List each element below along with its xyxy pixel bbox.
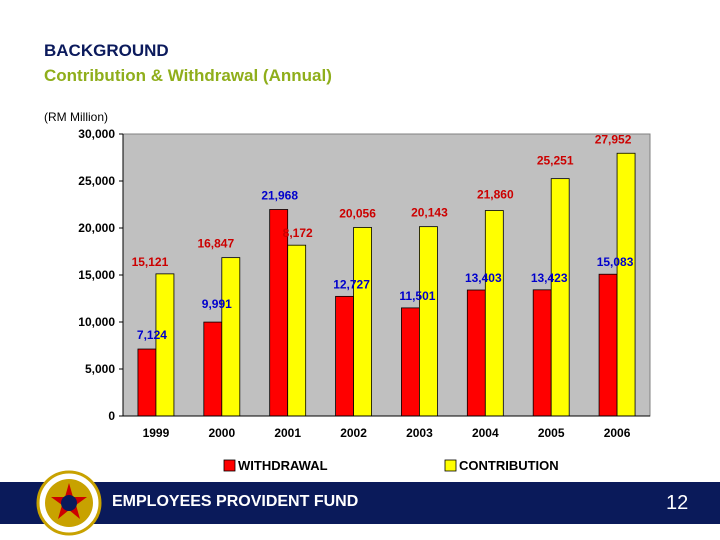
x-tick-label: 2002 <box>340 426 367 440</box>
contribution-value-label: 8,172 <box>283 226 313 240</box>
contribution-bar <box>287 244 307 417</box>
withdrawal-bar <box>598 273 618 417</box>
withdrawal-value-label: 7,124 <box>137 328 167 342</box>
withdrawal-value-label: 11,501 <box>399 289 435 303</box>
legend: WITHDRAWAL CONTRIBUTION <box>223 458 559 473</box>
contribution-value-label: 16,847 <box>197 237 234 251</box>
withdrawal-value-label: 13,423 <box>531 271 568 285</box>
withdrawal-bar <box>401 307 420 417</box>
y-axis: 0 5,000 10,000 15,000 20,000 25,000 30,000 <box>78 127 124 423</box>
y-tick-label: 5,000 <box>85 362 115 376</box>
contribution-bar <box>419 226 438 417</box>
withdrawal-bar <box>269 209 289 417</box>
contribution-value-label: 25,251 <box>537 154 574 168</box>
withdrawal-value-label: 12,727 <box>333 277 370 291</box>
contribution-bar <box>221 257 241 417</box>
x-tick-label: 2006 <box>604 426 631 440</box>
value-labels: 7,124 9,991 21,968 12,727 11,501 13,403 13,423… <box>132 132 634 342</box>
contribution-bar <box>616 152 636 417</box>
plot-area <box>122 133 651 417</box>
footer-organization-name: EMPLOYEES PROVIDENT FUND <box>112 493 359 510</box>
contribution-value-label: 20,143 <box>411 206 448 220</box>
footer-bar <box>0 482 720 524</box>
contribution-bar <box>155 273 175 417</box>
x-tick-label: 2001 <box>274 426 301 440</box>
contribution-value-label: 21,860 <box>477 188 514 202</box>
contribution-value-label: 20,056 <box>339 206 376 220</box>
y-tick-label: 15,000 <box>78 268 115 282</box>
x-tick-label: 2000 <box>208 426 235 440</box>
withdrawal-value-label: 9,991 <box>202 297 232 311</box>
contribution-value-label: 27,952 <box>595 132 632 146</box>
legend-swatch-contribution <box>444 459 457 472</box>
contribution-value-label: 15,121 <box>132 255 169 269</box>
slide-title: BACKGROUND <box>44 41 169 60</box>
y-tick-label: 20,000 <box>78 221 115 235</box>
y-tick-label: 30,000 <box>78 127 115 141</box>
withdrawal-bar <box>203 321 223 417</box>
bar-chart: 0 5,000 10,000 15,000 20,000 25,000 30,000 7,1… <box>78 127 651 473</box>
withdrawal-bar <box>466 289 486 417</box>
withdrawal-bar <box>532 289 552 417</box>
slide-subtitle: Contribution & Withdrawal (Annual) <box>44 66 332 85</box>
legend-label-withdrawal: WITHDRAWAL <box>238 458 328 473</box>
page-number: 12 <box>666 492 689 514</box>
epf-logo-icon <box>36 470 102 536</box>
x-tick-label: 2004 <box>472 426 499 440</box>
contribution-bar <box>550 178 570 417</box>
legend-swatch-withdrawal <box>223 459 236 472</box>
x-tick-label: 1999 <box>143 426 170 440</box>
x-axis: 1999 2000 2001 2002 2003 2004 2005 2006 <box>123 415 650 440</box>
withdrawal-bar <box>137 348 157 417</box>
x-tick-label: 2005 <box>538 426 565 440</box>
withdrawal-value-label: 13,403 <box>465 271 502 285</box>
withdrawal-bar <box>335 295 354 417</box>
y-tick-label: 25,000 <box>78 174 115 188</box>
withdrawal-value-label: 15,083 <box>597 255 634 269</box>
bar-series <box>137 152 636 417</box>
y-tick-label: 10,000 <box>78 315 115 329</box>
x-tick-label: 2003 <box>406 426 433 440</box>
unit-label: (RM Million) <box>44 110 108 124</box>
contribution-bar <box>353 227 372 417</box>
legend-label-contribution: CONTRIBUTION <box>459 458 559 473</box>
y-tick-label: 0 <box>108 409 115 423</box>
contribution-bar <box>484 210 504 417</box>
withdrawal-value-label: 21,968 <box>261 189 298 203</box>
